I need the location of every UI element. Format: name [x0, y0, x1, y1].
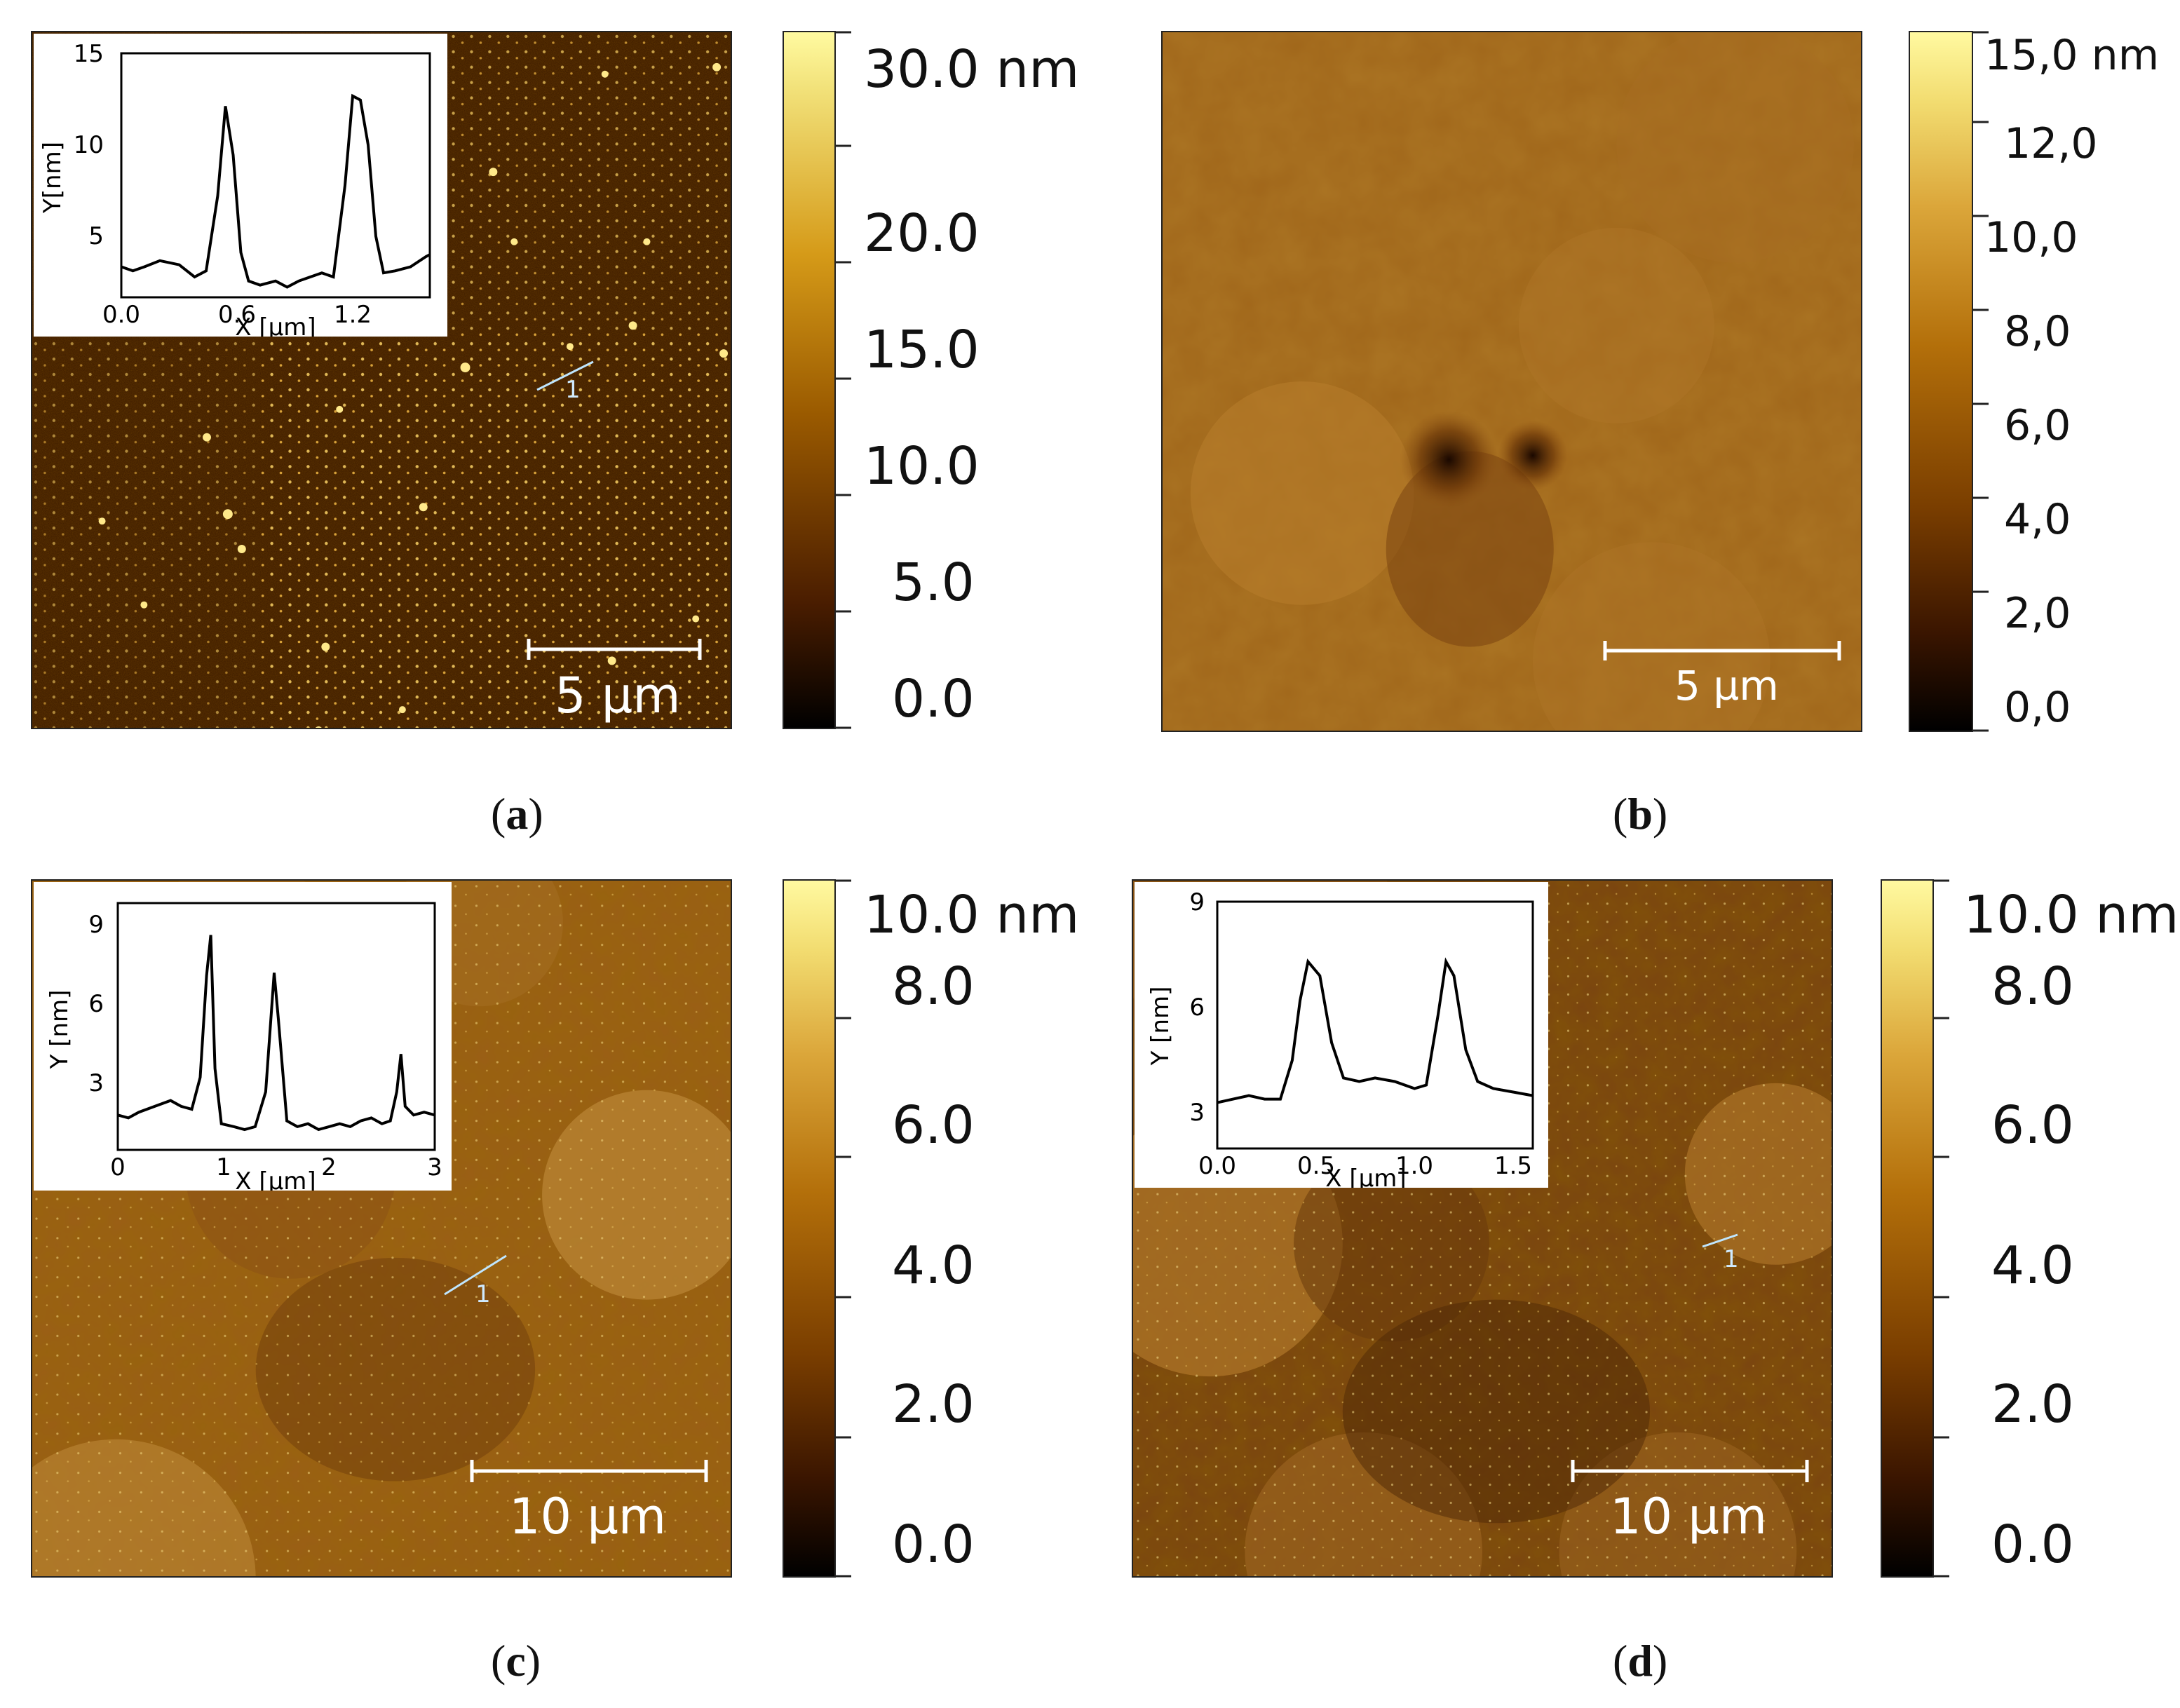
colorbar-label: 4.0: [1991, 1235, 2074, 1296]
scale-bar-a: [527, 639, 702, 660]
y-axis-label: Y [nm]: [46, 990, 74, 1070]
line-marker-a: 1: [565, 376, 581, 404]
colorbar-label: 8.0: [892, 956, 975, 1017]
x-axis-label: X [µm]: [1325, 1165, 1406, 1188]
colorbar-ticks-d: [1932, 879, 1949, 1578]
line-marker-d: 1: [1724, 1245, 1739, 1273]
height-profile-inset-c: 9 6 3 0 1 2 3 X [µm] Y [nm]: [34, 882, 452, 1191]
x-tick-label: 1.0: [1395, 1152, 1433, 1180]
profile-curve-d: [1217, 957, 1534, 1104]
scale-bar-label-d: 10 µm: [1610, 1488, 1768, 1545]
colorbar-label: 12,0: [2004, 119, 2098, 168]
colorbar-label: 2,0: [2004, 589, 2071, 638]
caption-d: (d): [1613, 1636, 1668, 1686]
colorbar-label: 4,0: [2004, 495, 2071, 544]
colorbar-d: [1881, 879, 1934, 1578]
scale-bar-label-a: 5 µm: [555, 667, 681, 724]
colorbar-label: 10.0: [864, 436, 980, 496]
colorbar-a: [783, 31, 836, 729]
colorbar-label: 5.0: [892, 553, 975, 613]
colorbar-label: 6.0: [1991, 1095, 2074, 1155]
colorbar-label: 0,0: [2004, 683, 2071, 732]
line-marker-c: 1: [475, 1280, 491, 1308]
colorbar-label: 30.0 nm: [864, 39, 1080, 100]
x-tick-label: 1: [216, 1153, 231, 1181]
x-tick-label: 1.5: [1494, 1152, 1532, 1180]
colorbar-ticks-b: [1972, 31, 1989, 732]
caption-a: (a): [491, 789, 543, 839]
x-tick-label: 3: [427, 1153, 442, 1181]
y-tick-label: 6: [88, 990, 104, 1018]
y-tick-label: 3: [1189, 1099, 1205, 1127]
x-axis-label: X [µm]: [235, 313, 316, 337]
x-tick-label: 0: [110, 1153, 126, 1181]
colorbar-label: 8,0: [2004, 307, 2071, 356]
height-profile-inset-a: 15 10 5 0.0 0.6 1.2 X [µm] Y[nm]: [34, 34, 447, 337]
inset-axes-c: [116, 902, 436, 1151]
afm-image-b: 5 µm: [1161, 31, 1862, 732]
y-tick-label: 9: [1189, 888, 1205, 916]
colorbar-label: 0.0: [892, 1514, 975, 1575]
colorbar-label: 15,0 nm: [1984, 31, 2160, 80]
y-tick-label: 3: [88, 1069, 104, 1097]
colorbar-label: 4.0: [892, 1235, 975, 1296]
x-axis-label: X [µm]: [235, 1167, 316, 1191]
inset-axes-d: [1216, 900, 1534, 1150]
colorbar-label: 2.0: [1991, 1374, 2074, 1435]
scale-bar-d: [1571, 1460, 1809, 1482]
colorbar-label: 2.0: [892, 1374, 975, 1435]
colorbar-label: 6,0: [2004, 401, 2071, 450]
x-tick-label: 0.5: [1297, 1152, 1335, 1180]
x-tick-label: 0.6: [218, 301, 256, 329]
inset-axes-a: [120, 52, 431, 299]
colorbar-label: 0.0: [892, 669, 975, 729]
y-axis-label: Y[nm]: [39, 142, 67, 214]
scale-bar-b: [1603, 641, 1841, 660]
height-profile-inset-d: 9 6 3 0.0 0.5 1.0 1.5 X [µm] Y [nm]: [1135, 882, 1548, 1188]
profile-line-a: [536, 360, 594, 391]
colorbar-c: [783, 879, 836, 1578]
colorbar-b: [1909, 31, 1973, 732]
profile-curve-a: [121, 93, 431, 289]
colorbar-label: 8.0: [1991, 956, 2074, 1017]
scale-bar-c: [470, 1460, 708, 1482]
profile-line-d: [1702, 1233, 1738, 1248]
x-tick-label: 2: [321, 1153, 337, 1181]
colorbar-label: 20.0: [864, 203, 980, 264]
y-tick-label: 9: [88, 911, 104, 939]
colorbar-ticks-c: [834, 879, 851, 1578]
caption-b: (b): [1613, 789, 1668, 839]
y-tick-label: 6: [1189, 994, 1205, 1022]
x-tick-label: 0.0: [1198, 1152, 1236, 1180]
scale-bar-label-c: 10 µm: [509, 1488, 667, 1545]
profile-line-c: [444, 1254, 507, 1296]
y-tick-label: 15: [74, 40, 104, 68]
y-tick-label: 5: [88, 222, 104, 250]
x-tick-label: 1.2: [334, 301, 372, 329]
colorbar-ticks-a: [834, 31, 851, 729]
y-tick-label: 10: [74, 131, 104, 159]
y-axis-label: Y [nm]: [1146, 987, 1174, 1066]
scale-bar-label-b: 5 µm: [1674, 662, 1779, 710]
colorbar-label: 10,0: [1984, 213, 2078, 262]
afm-topography-b: [1163, 32, 1861, 731]
colorbar-label: 15.0: [864, 320, 980, 380]
profile-curve-c: [117, 935, 435, 1132]
colorbar-label: 10.0 nm: [1963, 885, 2179, 945]
colorbar-label: 6.0: [892, 1095, 975, 1155]
caption-c: (c): [491, 1636, 541, 1686]
x-tick-label: 0.0: [102, 301, 140, 329]
colorbar-label: 0.0: [1991, 1514, 2074, 1575]
colorbar-label: 10.0 nm: [864, 885, 1080, 945]
